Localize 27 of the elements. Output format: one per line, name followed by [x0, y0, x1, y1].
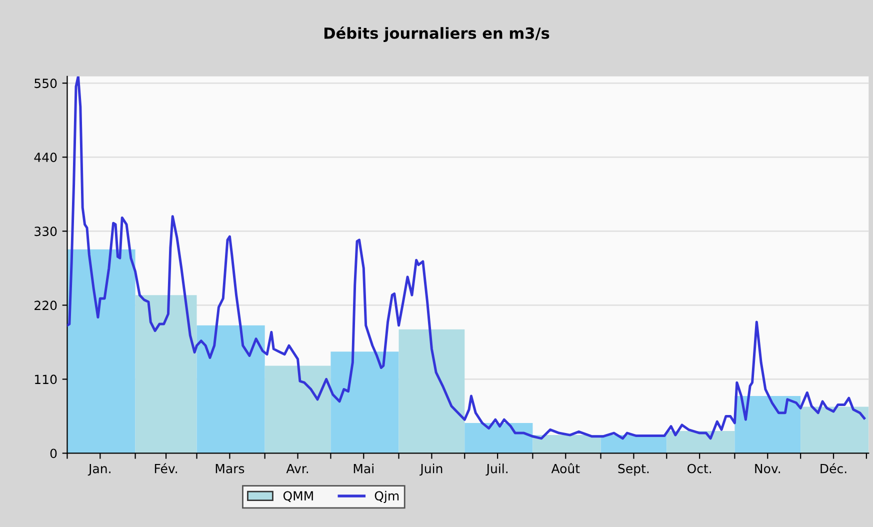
chart-title: Débits journaliers en m3/s: [324, 26, 550, 42]
x-tick-label: Fév.: [154, 463, 177, 474]
bar: [666, 431, 735, 454]
x-tick-label: Sept.: [618, 464, 649, 476]
x-tick-label: Juin: [420, 464, 442, 476]
x-tick-label: Jan.: [88, 464, 110, 476]
bar: [532, 435, 601, 454]
y-tick-label: 110: [35, 374, 57, 384]
x-tick-label: Déc.: [820, 463, 846, 474]
bar: [330, 352, 399, 454]
y-tick-label: 550: [34, 78, 57, 88]
x-tick-label: Oct.: [687, 464, 712, 474]
bar: [196, 325, 265, 454]
x-tick-label: Mars: [216, 464, 244, 474]
bar: [464, 422, 533, 454]
y-tick-label: 0: [50, 448, 57, 458]
legend-label: QMM: [283, 491, 313, 502]
y-tick-label: 440: [34, 152, 57, 162]
x-tick-label: Mai: [354, 464, 374, 474]
y-tick-label: 330: [34, 226, 57, 236]
x-tick-label: Juil.: [486, 464, 508, 476]
bar: [800, 406, 869, 454]
x-tick-label: Août: [551, 463, 580, 474]
y-tick-label: 220: [34, 300, 57, 310]
x-tick-label: Nov.: [755, 464, 780, 474]
legend-label: Qjm: [374, 490, 399, 503]
x-tick-label: Avr.: [286, 464, 308, 474]
